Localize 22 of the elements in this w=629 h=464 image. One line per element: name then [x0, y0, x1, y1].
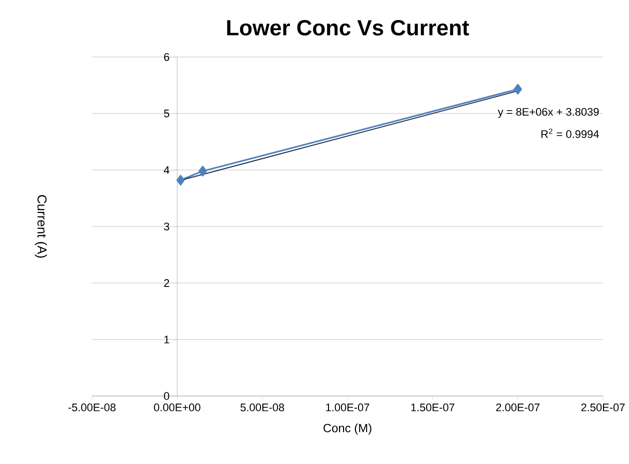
y-tick-label: 2 — [164, 279, 170, 287]
annotation: y = 8E+06x + 3.8039 — [498, 108, 599, 118]
y-tick-label: 5 — [164, 110, 170, 118]
point — [198, 166, 207, 176]
x-axis-title: Conc (M) — [324, 424, 372, 435]
y-tick-label: 4 — [164, 166, 170, 174]
point — [176, 174, 185, 186]
x-tick-label: -5.00E-08 — [68, 404, 116, 412]
x-tick-label: 1.50E-07 — [411, 404, 454, 412]
y-tick-label: 1 — [164, 336, 170, 344]
x-tick-label: 2.50E-07 — [581, 404, 625, 412]
chart-title: Lower Conc Vs Current — [227, 20, 469, 36]
x-tick-label: 5.00E-08 — [240, 404, 284, 412]
x-tick-label: 0.00E+00 — [154, 404, 200, 412]
point — [514, 84, 522, 94]
y-tick-label: 6 — [164, 53, 170, 61]
y-axis-title: Current (A) — [34, 195, 47, 258]
x-tick-label: 2.00E-07 — [496, 404, 540, 412]
annotation: R$^{2}$ = 0.9994 — [541, 128, 599, 138]
y-tick-label: 3 — [164, 222, 170, 230]
y-tick-label: 0 — [164, 392, 170, 400]
x-tick-label: 1.00E-07 — [326, 404, 370, 412]
